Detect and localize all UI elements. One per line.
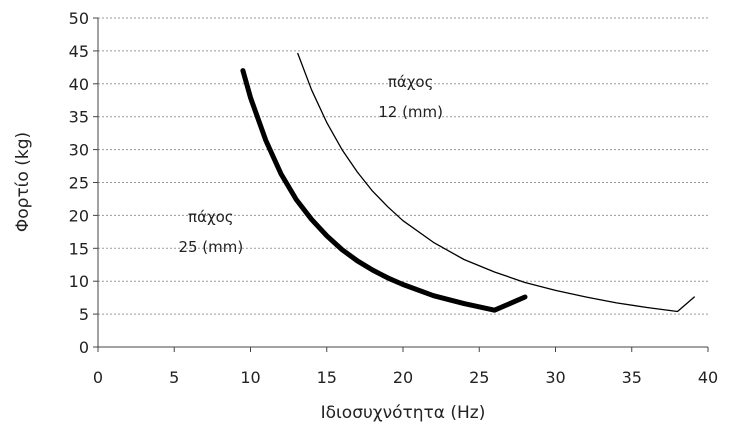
y-tick-label: 50 <box>69 9 89 28</box>
annotations: πάχος 12 (mm) πάχος 25 (mm) <box>178 73 443 256</box>
x-tick-label: 40 <box>698 368 718 387</box>
y-tick-label: 20 <box>69 206 89 225</box>
x-tick-label: 10 <box>240 368 260 387</box>
annotation-line2: 25 (mm) <box>178 238 243 256</box>
x-tick-label: 15 <box>317 368 337 387</box>
y-tick-label: 15 <box>69 239 89 258</box>
y-tick-label: 10 <box>69 272 89 291</box>
x-tick-label: 30 <box>545 368 565 387</box>
annotation-line1: πάχος <box>188 208 234 226</box>
y-axis-title: Φορτίο (kg) <box>13 132 33 232</box>
x-tick-label: 35 <box>622 368 642 387</box>
y-tick-label: 35 <box>69 108 89 127</box>
series-curve-thin <box>297 52 695 313</box>
curve-annotation: πάχος 12 (mm) <box>378 73 443 121</box>
x-tick-label: 20 <box>393 368 413 387</box>
y-tick-label: 40 <box>69 75 89 94</box>
y-tick-label: 5 <box>79 305 89 324</box>
y-tick-label: 25 <box>69 174 89 193</box>
axes: 0 5 10 15 20 25 30 35 40 45 50 0 5 10 15 20 25 30 35 40 <box>69 9 719 387</box>
y-tick-label: 30 <box>69 141 89 160</box>
y-tick-label: 0 <box>79 338 89 357</box>
annotation-line1: πάχος <box>388 73 434 91</box>
x-tick-label: 0 <box>93 368 103 387</box>
series-curve-thick <box>240 68 528 313</box>
x-tick-label: 5 <box>169 368 179 387</box>
x-axis-title: Ιδιοσυχνότητα (Hz) <box>321 403 486 423</box>
x-tick-label: 25 <box>469 368 489 387</box>
series-layer <box>240 52 695 313</box>
curve-annotation: πάχος 25 (mm) <box>178 208 243 256</box>
gridlines <box>98 17 708 315</box>
annotation-line2: 12 (mm) <box>378 103 443 121</box>
y-tick-label: 45 <box>69 42 89 61</box>
